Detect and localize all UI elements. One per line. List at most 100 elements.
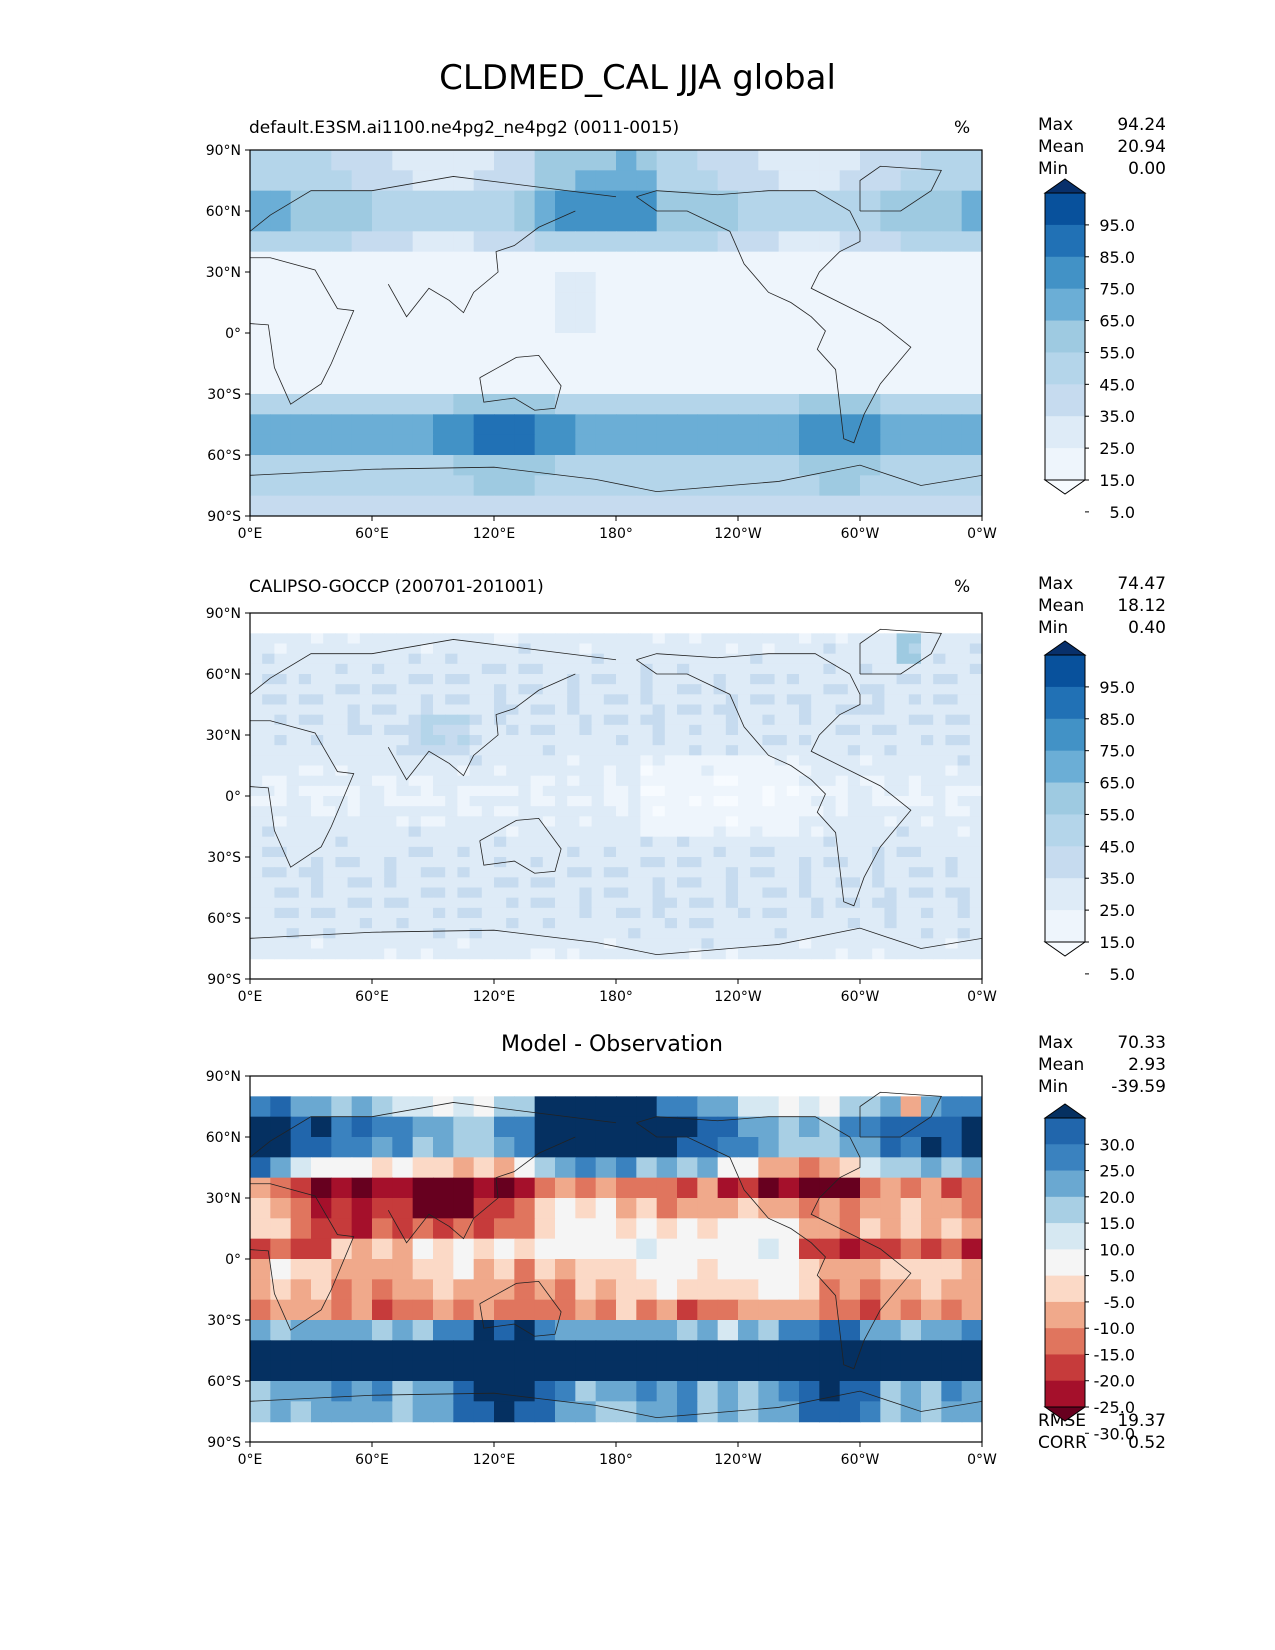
heatmap-cell <box>636 475 658 497</box>
heatmap-cell <box>575 1198 597 1219</box>
heatmap-cell <box>286 907 300 919</box>
heatmap-cell <box>555 292 576 314</box>
heatmap-cell <box>616 704 629 716</box>
heatmap-cell <box>941 170 963 192</box>
heatmap-cell <box>799 394 820 415</box>
heatmap-cell <box>270 1238 292 1260</box>
heatmap-cell <box>534 373 556 395</box>
heatmap-cell <box>270 1218 292 1240</box>
heatmap-cell <box>567 836 580 848</box>
stat-max: 70.33 <box>1117 1033 1166 1053</box>
heatmap-cell <box>884 948 898 960</box>
heatmap-cell <box>847 918 861 929</box>
heatmap-cell <box>872 694 885 706</box>
heatmap-cell <box>697 312 719 334</box>
heatmap-cell <box>758 1401 780 1423</box>
heatmap-cell <box>835 836 849 848</box>
heatmap-cell <box>819 312 841 334</box>
heatmap-cell <box>433 1360 454 1382</box>
heatmap-cell <box>579 785 593 797</box>
heatmap-cell <box>961 1177 982 1199</box>
heatmap-cell <box>933 785 946 797</box>
heatmap-cell <box>542 857 556 868</box>
heatmap-cell <box>969 663 982 675</box>
heatmap-cell <box>372 211 393 232</box>
heatmap-cell <box>412 1299 434 1321</box>
heatmap-cell <box>725 938 739 950</box>
heatmap-cell <box>921 292 942 314</box>
heatmap-cell <box>351 1218 373 1240</box>
heatmap-cell <box>908 785 922 797</box>
heatmap-cell <box>656 231 678 253</box>
heatmap-cell <box>713 907 727 919</box>
heatmap-cell <box>652 745 666 756</box>
heatmap-cell <box>921 1116 942 1138</box>
heatmap-cell <box>298 694 312 706</box>
heatmap-cell <box>473 1320 495 1341</box>
heatmap-cell <box>664 704 678 716</box>
heatmap-cell <box>778 1259 800 1280</box>
heatmap-cell <box>750 938 763 950</box>
heatmap-cell <box>392 1096 414 1118</box>
y-tick-label: 90°N <box>206 1069 241 1085</box>
heatmap-cell <box>839 211 861 232</box>
heatmap-cell <box>286 735 300 746</box>
heatmap-cell <box>896 714 910 726</box>
heatmap-cell <box>656 1157 678 1179</box>
heatmap-cell <box>677 846 690 858</box>
heatmap-cell <box>697 1177 719 1199</box>
heatmap-cell <box>738 796 751 807</box>
heatmap-cell <box>799 434 820 456</box>
heatmap-cell <box>433 887 446 899</box>
y-tick-label: 30°S <box>207 387 241 403</box>
heatmap-cell <box>433 1279 454 1301</box>
heatmap-cell <box>445 745 458 756</box>
heatmap-cell <box>323 816 336 828</box>
x-tick-label: 180° <box>599 1452 633 1468</box>
colorbar-segment <box>1045 288 1085 322</box>
heatmap-cell <box>453 1096 475 1118</box>
heatmap-cell <box>396 643 410 655</box>
heatmap-cell <box>786 674 800 685</box>
heatmap-cell <box>555 846 568 858</box>
heatmap-cell <box>518 867 532 878</box>
heatmap-cell <box>372 633 385 645</box>
heatmap-cell <box>921 816 934 828</box>
heatmap-cell <box>786 897 800 909</box>
heatmap-cell <box>799 765 812 777</box>
heatmap-cell <box>420 785 434 797</box>
heatmap-cell <box>717 251 739 273</box>
heatmap-cell <box>750 765 763 777</box>
heatmap-cell <box>311 150 332 171</box>
heatmap-cell <box>957 816 971 828</box>
heatmap-cell <box>262 907 275 919</box>
heatmap-cell <box>506 877 519 889</box>
heatmap-cell <box>636 1177 658 1199</box>
heatmap-cell <box>616 272 637 293</box>
heatmap-cell <box>823 836 837 848</box>
heatmap-cell <box>941 1401 963 1423</box>
heatmap-cell <box>420 816 434 828</box>
heatmap-cell <box>860 1299 881 1321</box>
heatmap-cell <box>331 414 353 436</box>
heatmap-cell <box>396 735 410 746</box>
heatmap-cell <box>640 785 654 797</box>
heatmap-cell <box>839 1259 861 1280</box>
heatmap-cell <box>900 170 922 192</box>
heatmap-cell <box>575 1299 597 1321</box>
heatmap-cell <box>579 684 593 695</box>
heatmap-cell <box>717 190 739 212</box>
heatmap-cell <box>896 643 910 655</box>
heatmap-cell <box>823 714 837 726</box>
heatmap-cell <box>941 1360 963 1382</box>
heatmap-cell <box>758 1279 780 1301</box>
heatmap-cell <box>274 887 288 899</box>
heatmap-cell <box>799 292 820 314</box>
heatmap-cell <box>372 928 385 939</box>
heatmap-cell <box>347 897 361 909</box>
heatmap-cell <box>412 434 434 456</box>
heatmap-cell <box>542 816 556 828</box>
heatmap-cell <box>677 907 690 919</box>
heatmap-cell <box>896 877 910 889</box>
heatmap-cell <box>530 867 544 878</box>
